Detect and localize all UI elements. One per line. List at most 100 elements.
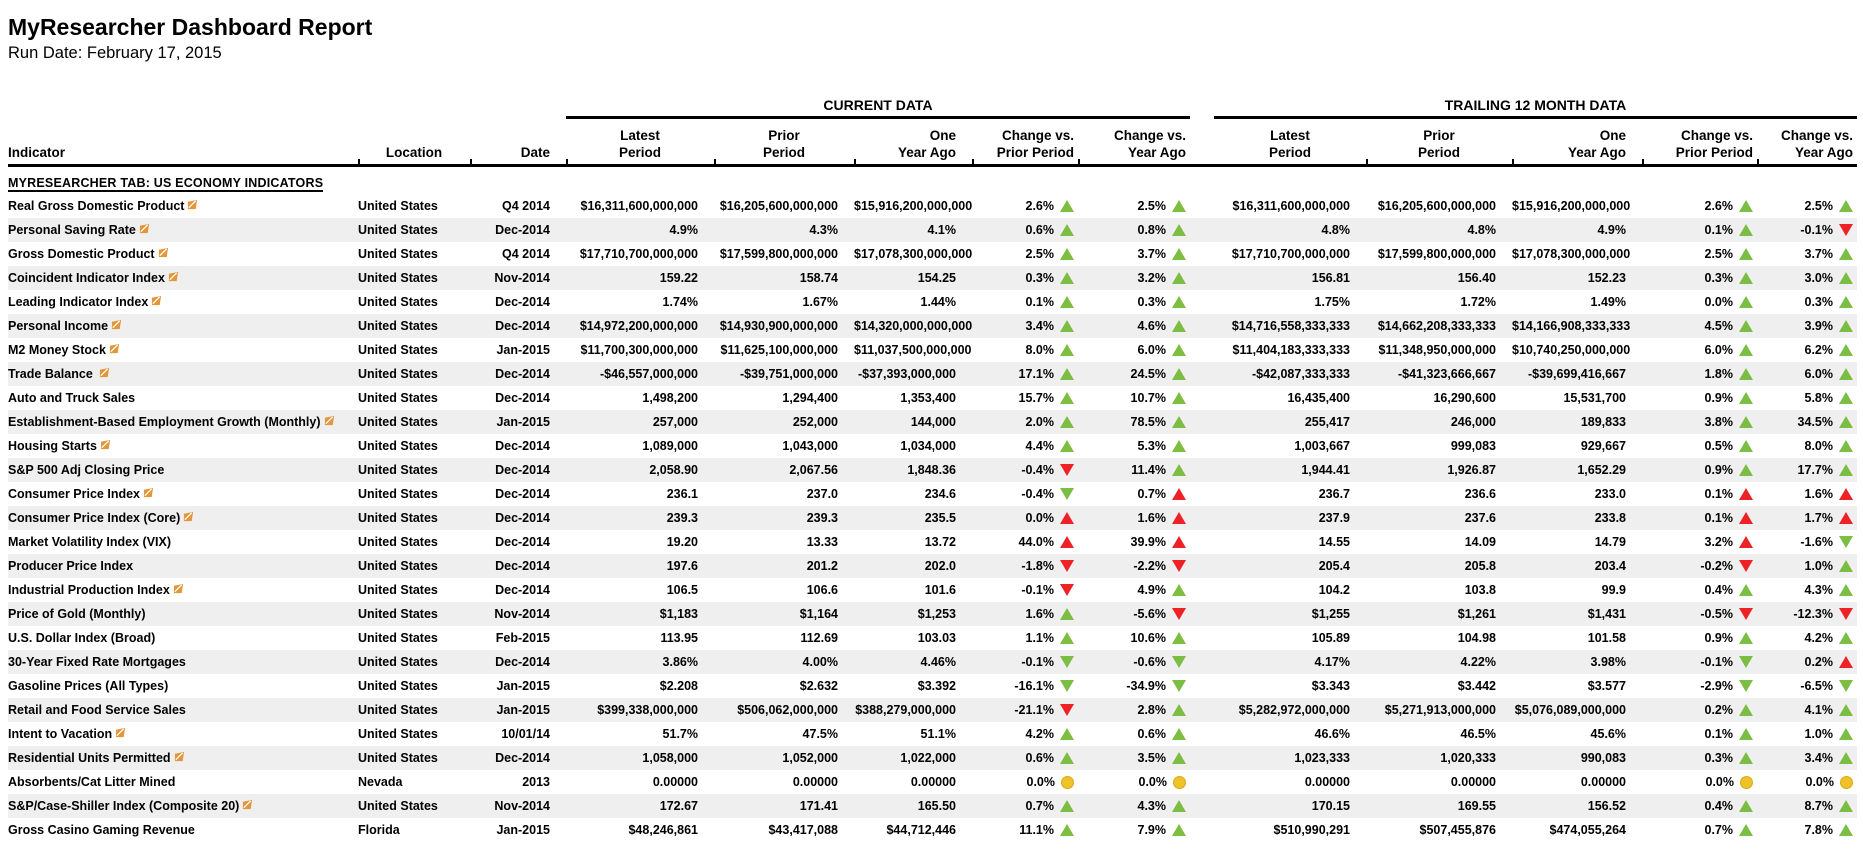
indicator-cell: Residential Units Permitted: [8, 746, 358, 770]
trailing-latest-cell: 255,417: [1304, 415, 1350, 429]
date-cell: Dec-2014: [495, 583, 550, 597]
indicator-cell: Producer Price Index: [8, 554, 358, 578]
table-row: Gross Casino Gaming Revenue Florida Jan-…: [8, 818, 1857, 842]
note-icon[interactable]: [183, 511, 194, 525]
current-prior-cell: 4.00%: [802, 655, 838, 669]
trailing-latest-cell: 1.75%: [1314, 295, 1350, 309]
indicator-name: Real Gross Domestic Product: [8, 199, 185, 213]
current-change-vs-prior-cell: 1.6%: [972, 602, 1078, 626]
trailing-prior-cell: 103.8: [1464, 583, 1496, 597]
trailing-latest-cell: 16,435,400: [1287, 391, 1350, 405]
note-icon[interactable]: [174, 751, 185, 765]
col-header-trailing-prior: Prior Period: [1366, 117, 1512, 167]
current-prior-cell: $43,417,088: [768, 823, 838, 837]
note-icon[interactable]: [324, 415, 335, 429]
current-change-vs-year-cell: 10.7%: [1078, 386, 1190, 410]
trailing-change-vs-prior-cell: 0.7%: [1642, 818, 1757, 842]
trend-flat-icon: [1173, 775, 1186, 789]
indicator-name: Establishment-Based Employment Growth (M…: [8, 415, 321, 429]
group-gap-cell: [1190, 242, 1214, 266]
note-icon[interactable]: [115, 727, 126, 741]
date-cell: Jan-2015: [496, 679, 550, 693]
location-cell: United States: [358, 751, 438, 765]
current-year-ago-cell: 103.03: [917, 631, 956, 645]
note-icon[interactable]: [242, 799, 253, 813]
trailing-change-vs-year-cell: -6.5%: [1757, 674, 1857, 698]
note-icon[interactable]: [111, 319, 122, 333]
date-cell: Nov-2014: [494, 271, 550, 285]
note-icon[interactable]: [109, 343, 120, 357]
current-latest-cell: 4.9%: [669, 223, 699, 237]
location-cell: United States: [358, 679, 438, 693]
current-change-vs-year-cell: 0.6%: [1078, 722, 1190, 746]
note-icon[interactable]: [187, 199, 198, 213]
current-latest-cell: 239.3: [666, 511, 698, 525]
indicator-cell: Intent to Vacation: [8, 722, 358, 746]
trailing-change-vs-year-cell: 3.0%: [1757, 266, 1857, 290]
trailing-change-vs-year-cell: -1.6%: [1757, 530, 1857, 554]
current-year-ago-cell: 4.1%: [927, 223, 957, 237]
current-change-vs-prior-cell: 3.4%: [972, 314, 1078, 338]
trailing-latest-cell: $16,311,600,000,000: [1232, 199, 1350, 213]
current-change-vs-prior-cell: 2.0%: [972, 410, 1078, 434]
date-cell: Dec-2014: [495, 295, 550, 309]
indicator-name: Housing Starts: [8, 439, 97, 453]
note-icon[interactable]: [168, 271, 179, 285]
note-icon[interactable]: [139, 223, 150, 237]
indicator-name: Intent to Vacation: [8, 727, 113, 741]
location-cell: United States: [358, 319, 438, 333]
date-cell: Nov-2014: [494, 799, 550, 813]
trailing-change-vs-prior-cell: 0.9%: [1642, 626, 1757, 650]
table-row: Retail and Food Service Sales United Sta…: [8, 698, 1857, 722]
group-gap-cell: [1190, 482, 1214, 506]
trailing-prior-cell: $11,348,950,000,000: [1378, 343, 1496, 357]
location-cell: United States: [358, 343, 438, 357]
trailing-change-vs-year-cell: 17.7%: [1757, 458, 1857, 482]
current-latest-cell: 159.22: [659, 271, 698, 285]
trend-up-icon: [1172, 752, 1186, 764]
date-cell: Feb-2015: [495, 631, 550, 645]
current-latest-cell: 1,058,000: [642, 751, 698, 765]
trailing-change-vs-prior-cell: 0.4%: [1642, 578, 1757, 602]
indicator-cell: Auto and Truck Sales: [8, 386, 358, 410]
trailing-prior-cell: 1,020,333: [1440, 751, 1496, 765]
note-icon[interactable]: [151, 295, 162, 309]
trend-down-icon: [1172, 608, 1186, 620]
indicator-name: Absorbents/Cat Litter Mined: [8, 775, 176, 789]
current-prior-cell: 4.3%: [809, 223, 839, 237]
date-cell: Dec-2014: [495, 367, 550, 381]
col-header-indicator: Indicator: [8, 117, 358, 167]
indicator-cell: S&P/Case-Shiller Index (Composite 20): [8, 794, 358, 818]
note-icon[interactable]: [173, 583, 184, 597]
note-icon[interactable]: [158, 247, 169, 261]
trailing-prior-cell: 46.5%: [1460, 727, 1496, 741]
trend-up-icon: [1739, 728, 1753, 740]
trend-up-icon: [1172, 536, 1186, 548]
table-header: CURRENT DATA TRAILING 12 MONTH DATA Indi…: [8, 89, 1857, 167]
group-gap-cell: [1190, 626, 1214, 650]
note-icon[interactable]: [143, 487, 154, 501]
note-icon[interactable]: [99, 367, 110, 381]
table-row: Consumer Price Index United States Dec-2…: [8, 482, 1857, 506]
indicator-cell: Market Volatility Index (VIX): [8, 530, 358, 554]
table-row: Real Gross Domestic Product United State…: [8, 194, 1857, 218]
current-prior-cell: 171.41: [799, 799, 838, 813]
group-gap-cell: [1190, 818, 1214, 842]
date-cell: 2013: [522, 775, 550, 789]
trend-up-icon: [1060, 440, 1074, 452]
trailing-prior-cell: $3.442: [1457, 679, 1496, 693]
trend-up-icon: [1172, 344, 1186, 356]
indicator-name: Personal Saving Rate: [8, 223, 136, 237]
note-icon[interactable]: [100, 439, 111, 453]
trailing-year-ago-cell: 189,833: [1580, 415, 1626, 429]
indicator-name: U.S. Dollar Index (Broad): [8, 631, 156, 645]
table-row: Gasoline Prices (All Types) United State…: [8, 674, 1857, 698]
current-change-vs-prior-cell: 17.1%: [972, 362, 1078, 386]
current-year-ago-cell: $388,279,000,000: [855, 703, 956, 717]
current-change-vs-year-cell: 4.6%: [1078, 314, 1190, 338]
current-change-vs-prior-cell: 15.7%: [972, 386, 1078, 410]
trailing-year-ago-cell: 3.98%: [1590, 655, 1626, 669]
table-row: Market Volatility Index (VIX) United Sta…: [8, 530, 1857, 554]
trailing-prior-cell: 237.6: [1464, 511, 1496, 525]
trend-up-icon: [1739, 632, 1753, 644]
